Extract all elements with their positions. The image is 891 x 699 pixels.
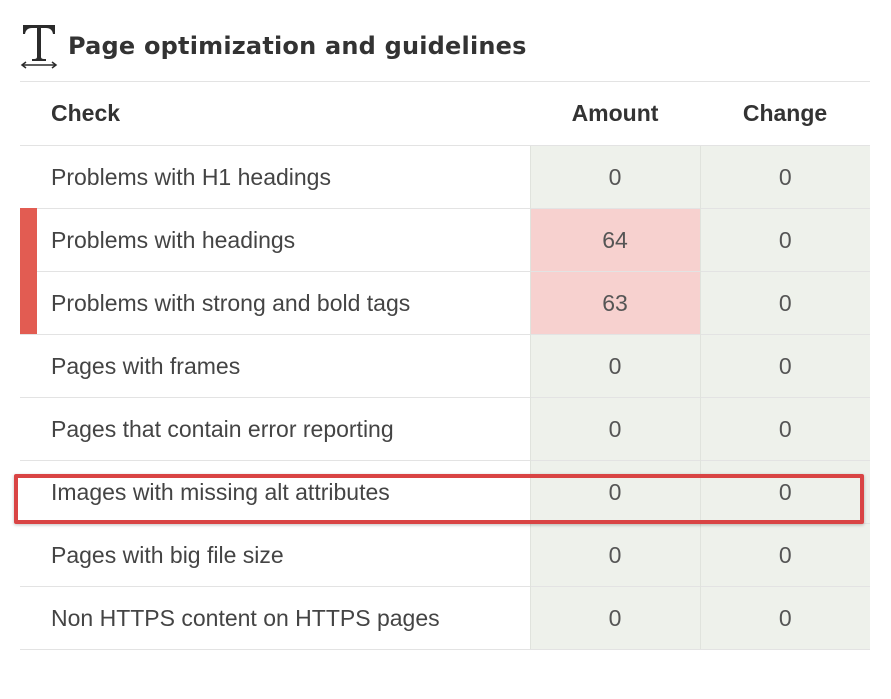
table-row[interactable]: Pages with big file size 0 0 [20, 523, 870, 587]
column-header-check[interactable]: Check [20, 81, 530, 146]
amount-cell[interactable]: 0 [529, 334, 700, 398]
table-header-row: Check Amount Change [20, 81, 870, 146]
table-row[interactable]: Images with missing alt attributes 0 0 [20, 460, 870, 524]
check-name: Pages with frames [51, 352, 241, 379]
problem-flag [20, 208, 37, 271]
amount-cell[interactable]: 63 [529, 271, 700, 335]
table-row[interactable]: Problems with H1 headings 0 0 [20, 145, 870, 209]
check-name-cell: Problems with headings [20, 208, 530, 272]
check-name: Pages that contain error reporting [51, 415, 394, 442]
change-cell: 0 [699, 586, 870, 650]
column-header-amount[interactable]: Amount [530, 81, 700, 146]
table-row[interactable]: Problems with headings 64 0 [20, 208, 870, 272]
change-cell: 0 [699, 523, 870, 587]
change-cell: 0 [699, 271, 870, 335]
amount-cell[interactable]: 0 [529, 523, 700, 587]
table-row[interactable]: Pages with frames 0 0 [20, 334, 870, 398]
check-name-cell: Problems with strong and bold tags [20, 271, 530, 335]
column-header-change[interactable]: Change [700, 81, 870, 146]
table-row[interactable]: Non HTTPS content on HTTPS pages 0 0 [20, 586, 870, 650]
check-name: Non HTTPS content on HTTPS pages [51, 604, 440, 631]
check-name-cell: Images with missing alt attributes [20, 460, 530, 524]
amount-cell[interactable]: 0 [529, 586, 700, 650]
checks-table: Check Amount Change Problems with H1 hea… [20, 81, 870, 650]
check-name: Images with missing alt attributes [51, 478, 390, 505]
amount-cell[interactable]: 64 [529, 208, 700, 272]
check-name-cell: Non HTTPS content on HTTPS pages [20, 586, 530, 650]
amount-cell[interactable]: 0 [529, 145, 700, 209]
change-cell: 0 [699, 208, 870, 272]
problem-flag [20, 271, 37, 334]
table-row[interactable]: Problems with strong and bold tags 63 0 [20, 271, 870, 335]
check-name-cell: Pages with frames [20, 334, 530, 398]
check-name: Pages with big file size [51, 541, 284, 568]
amount-cell[interactable]: 0 [529, 460, 700, 524]
check-name: Problems with strong and bold tags [51, 289, 411, 316]
change-cell: 0 [699, 460, 870, 524]
amount-cell[interactable]: 0 [529, 397, 700, 461]
check-name: Problems with headings [51, 226, 296, 253]
check-name-cell: Pages that contain error reporting [20, 397, 530, 461]
section-header: Page optimization and guidelines [20, 20, 527, 70]
change-cell: 0 [699, 397, 870, 461]
check-name-cell: Problems with H1 headings [20, 145, 530, 209]
section-title: Page optimization and guidelines [68, 32, 527, 60]
change-cell: 0 [699, 334, 870, 398]
check-name-cell: Pages with big file size [20, 523, 530, 587]
check-name: Problems with H1 headings [51, 163, 331, 190]
change-cell: 0 [699, 145, 870, 209]
text-type-icon [20, 21, 60, 69]
table-row[interactable]: Pages that contain error reporting 0 0 [20, 397, 870, 461]
